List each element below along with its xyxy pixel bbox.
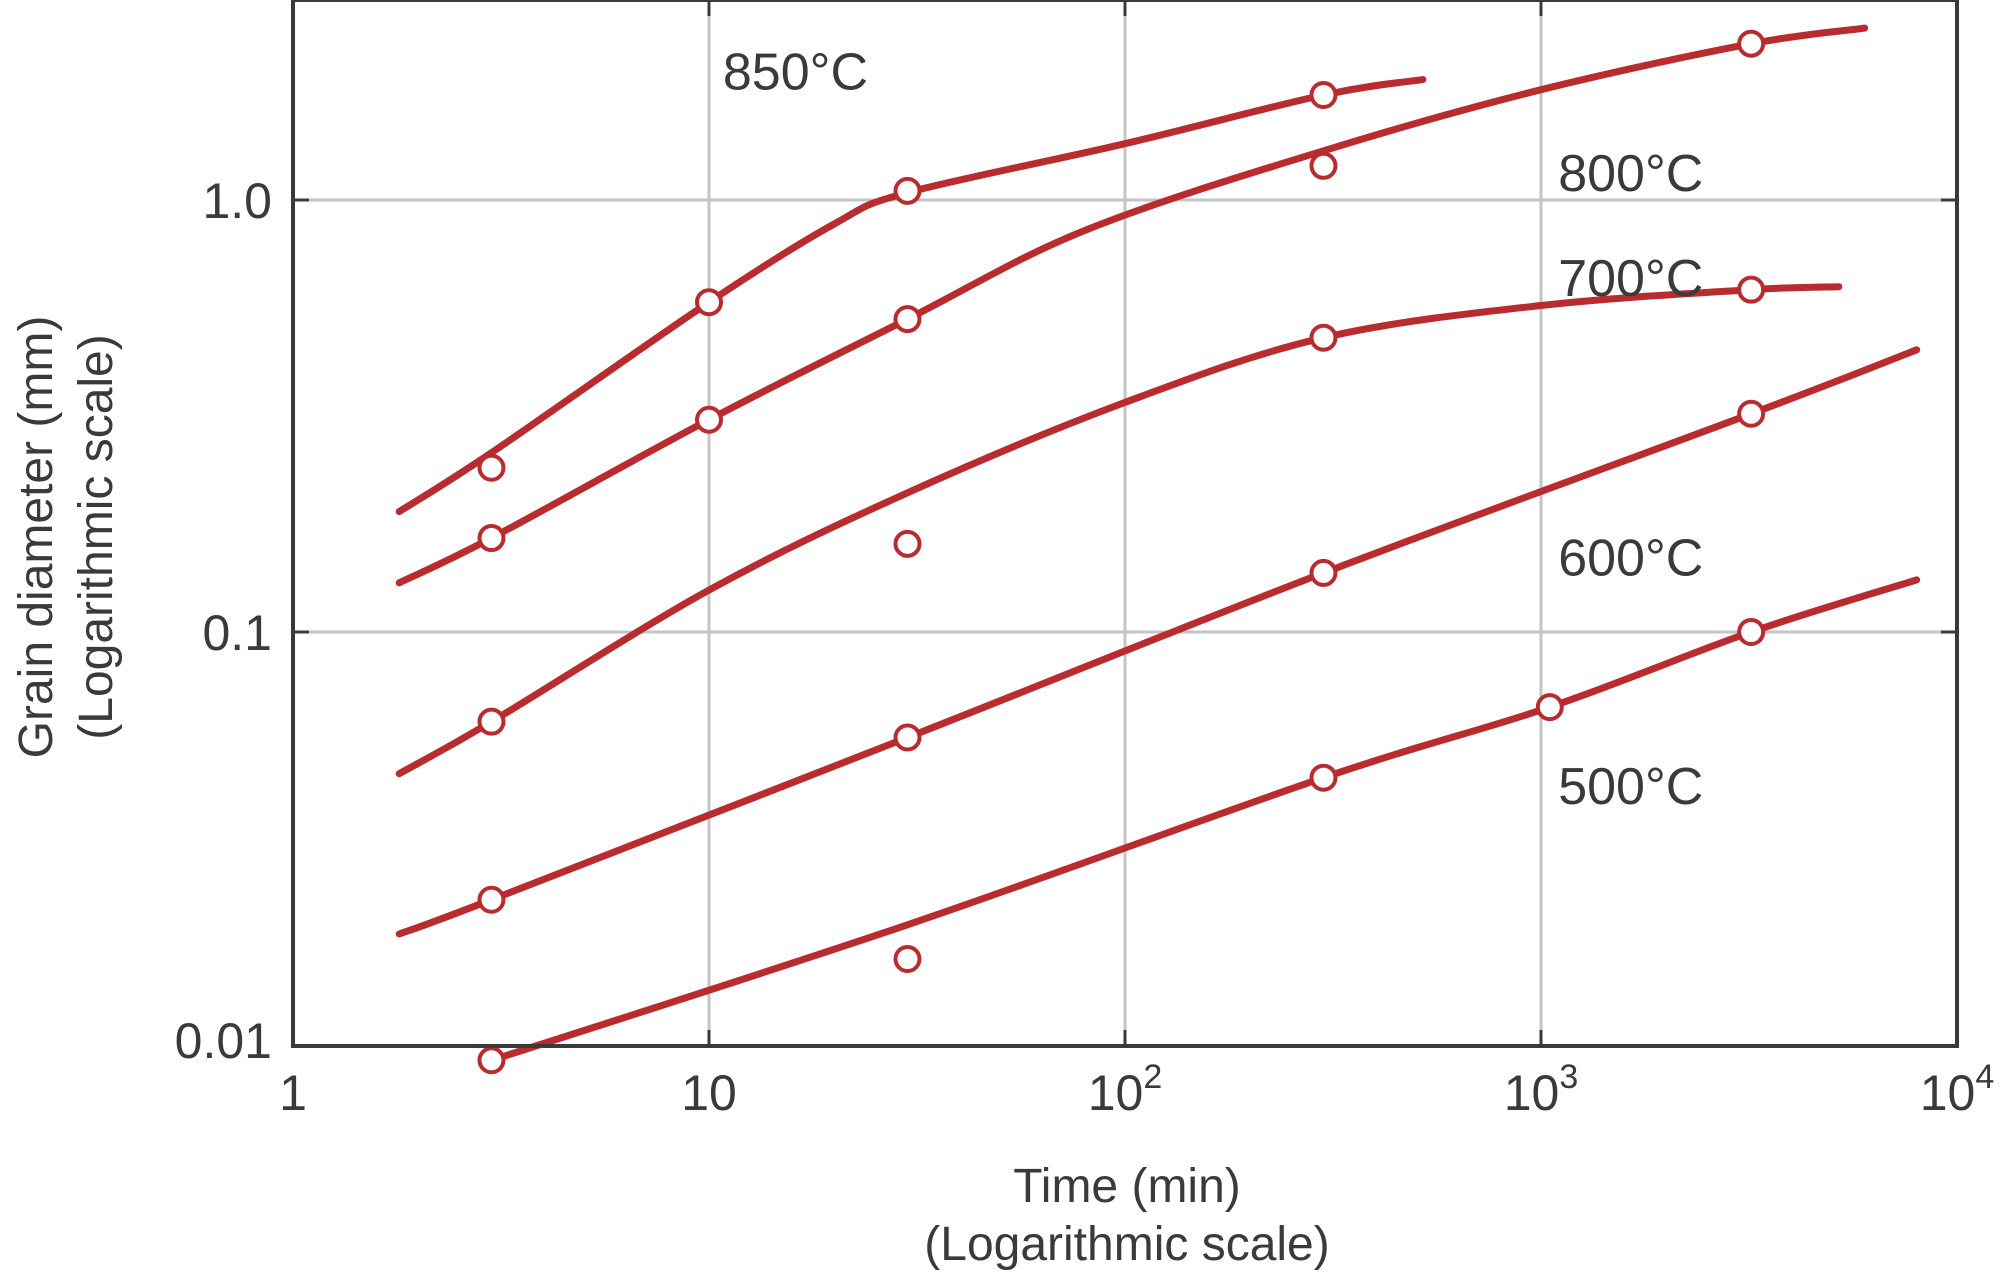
curve-700c <box>395 283 1843 778</box>
data-point-500c <box>1737 618 1766 646</box>
data-point-600c <box>477 885 506 914</box>
data-point-850c <box>893 176 922 205</box>
data-point-850c <box>1309 81 1338 110</box>
x-axis-title: Time (min) <box>1013 1160 1241 1213</box>
y-axis-title: Grain diameter (mm) <box>10 316 63 759</box>
x-tick-exponent: 2 <box>1143 1058 1162 1096</box>
data-point-500c <box>477 1046 506 1075</box>
data-point-800c <box>695 405 723 434</box>
series-label-500c: 500°C <box>1558 758 1703 816</box>
data-point-800c <box>477 524 506 553</box>
x-axis-title-scale: (Logarithmic scale) <box>924 1218 1329 1271</box>
x-tick-label: 10 <box>681 1065 737 1121</box>
y-tick-label: 1.0 <box>202 173 272 229</box>
series-label-700c: 700°C <box>1558 250 1703 308</box>
x-tick-label: 102 <box>1088 1058 1163 1121</box>
data-point-700c <box>477 707 506 736</box>
y-tick-label: 0.01 <box>175 1013 272 1069</box>
data-point-500c <box>893 945 922 974</box>
curve-850c <box>395 76 1427 516</box>
data-point-500c <box>1535 693 1564 722</box>
data-point-850c <box>695 288 723 317</box>
data-point-850c <box>477 453 506 482</box>
series-label-600c: 600°C <box>1558 530 1703 588</box>
x-tick-label: 1 <box>279 1065 307 1121</box>
series-label-850c: 850°C <box>723 44 868 102</box>
ticks-group <box>293 0 1957 1046</box>
markers-group <box>477 29 1766 1075</box>
grid-lines <box>293 0 1957 1046</box>
data-point-600c <box>1737 399 1766 428</box>
y-tick-label: 0.1 <box>202 605 272 661</box>
curve-800c <box>395 24 1869 587</box>
series-label-800c: 800°C <box>1558 145 1703 203</box>
x-tick-label: 103 <box>1504 1058 1579 1121</box>
data-point-600c <box>1309 558 1338 587</box>
data-point-600c <box>893 723 922 752</box>
data-point-500c <box>1309 763 1338 792</box>
x-tick-exponent: 4 <box>1975 1058 1994 1096</box>
x-tick-exponent: 3 <box>1559 1058 1578 1096</box>
data-point-800c <box>893 305 922 334</box>
data-point-700c <box>893 529 922 558</box>
data-point-800c <box>1737 29 1766 58</box>
data-point-800c <box>1309 151 1338 180</box>
data-point-700c <box>1737 275 1766 304</box>
y-axis-title-scale: (Logarithmic scale) <box>70 334 123 739</box>
labels-group: 1 10 102 103 104 0.01 0.1 1.0 850°C 800°C 700°C 600… <box>175 44 1995 1121</box>
data-point-700c <box>1309 323 1338 352</box>
x-tick-label: 104 <box>1920 1058 1995 1121</box>
